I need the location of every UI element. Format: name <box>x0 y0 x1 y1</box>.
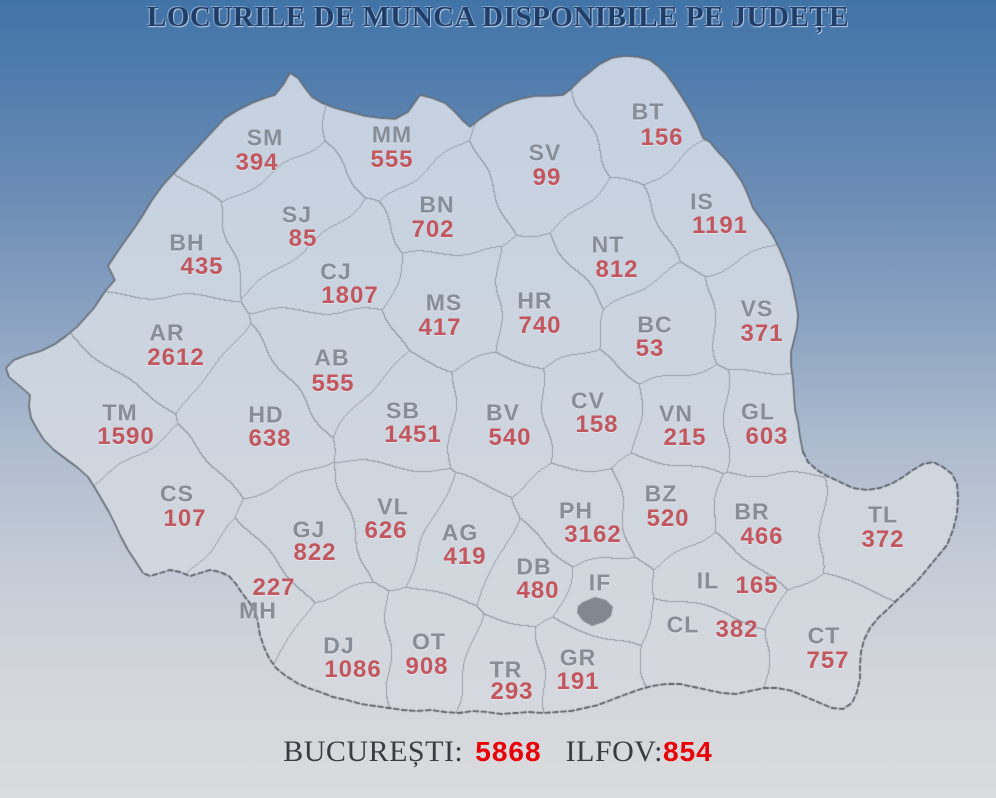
county-value-label: 107 <box>163 505 207 532</box>
county-code-label: TM <box>102 399 138 426</box>
county-value-label: 908 <box>405 653 449 680</box>
county-value-label: 191 <box>556 668 600 695</box>
county-value-label: 394 <box>235 149 279 176</box>
county-code-label: AB <box>314 344 350 371</box>
county-code-label: SV <box>528 139 562 166</box>
county-value-label: 466 <box>740 523 784 550</box>
county-code-label: OT <box>412 628 446 655</box>
county-code-label: SJ <box>281 201 313 228</box>
county-value-label: 1191 <box>691 212 749 239</box>
county-code-label: IS <box>690 188 714 215</box>
county-value-label: 165 <box>735 572 779 599</box>
county-value-label: 740 <box>518 312 562 339</box>
county-code-label: AG <box>441 519 479 546</box>
county-code-label: MM <box>371 121 413 148</box>
county-value-label: 626 <box>364 517 408 544</box>
county-value-label: 99 <box>532 164 562 191</box>
county-code-label: BT <box>631 98 665 125</box>
county-code-label: CT <box>807 622 841 649</box>
county-code-label: VL <box>377 493 409 520</box>
bucharest-label: BUCUREȘTI: <box>283 735 464 768</box>
county-code-label: TL <box>867 501 899 528</box>
county-code-label: DJ <box>323 632 355 659</box>
county-value-label: 53 <box>635 335 665 362</box>
ilfov-label: ILFOV: <box>565 735 664 768</box>
county-value-label: 215 <box>663 424 707 451</box>
county-code-label: GR <box>559 644 597 671</box>
county-code-label: BR <box>734 498 770 525</box>
county-value-label: 520 <box>646 505 690 532</box>
county-value-label: 555 <box>370 146 414 173</box>
county-code-label: GJ <box>292 516 326 543</box>
county-value-label: 638 <box>248 425 292 452</box>
county-code-label: HR <box>517 287 553 314</box>
county-code-label: NT <box>591 231 625 258</box>
county-code-label: VS <box>740 295 774 322</box>
county-value-label: 3162 <box>564 521 622 548</box>
county-value-label: 1086 <box>324 656 382 683</box>
county-value-label: 1807 <box>321 282 379 309</box>
county-value-label: 1451 <box>384 421 442 448</box>
county-value-label: 156 <box>640 124 684 151</box>
county-value-label: 382 <box>715 616 759 643</box>
page-title: LOCURILE DE MUNCA DISPONIBILE PE JUDEȚE <box>147 1 849 33</box>
county-code-label: BH <box>169 229 205 256</box>
county-value-label: 85 <box>288 225 318 252</box>
county-value-label: 757 <box>806 647 850 674</box>
county-code-label: MS <box>425 289 463 316</box>
county-code-label: SM <box>246 124 284 151</box>
county-value-label: 419 <box>443 543 487 570</box>
county-value-label: 293 <box>490 678 534 705</box>
county-value-label: 417 <box>418 314 462 341</box>
county-value-label: 435 <box>180 253 224 280</box>
county-value-label: 540 <box>488 424 532 451</box>
county-code-label: CL <box>666 611 700 638</box>
county-code-label: CJ <box>320 258 352 285</box>
ilfov-value: 854 <box>663 736 713 767</box>
county-value-label: 371 <box>740 320 784 347</box>
county-code-label: SB <box>386 397 420 424</box>
county-value-label: 822 <box>293 539 337 566</box>
county-code-label: BC <box>637 311 673 338</box>
county-code-label: BN <box>419 191 455 218</box>
county-value-label: 158 <box>575 411 619 438</box>
county-code-label: IL <box>696 567 720 594</box>
county-value-label: 702 <box>411 216 455 243</box>
county-code-label: HD <box>248 401 284 428</box>
county-code-label: IF <box>588 569 612 596</box>
county-value-label: 2612 <box>147 344 205 371</box>
county-code-label: CV <box>571 387 605 414</box>
county-code-label: BZ <box>644 480 678 507</box>
county-code-label: PH <box>559 497 593 524</box>
county-value-label: 812 <box>595 256 639 283</box>
county-code-label: CS <box>160 480 194 507</box>
county-code-label: TR <box>489 656 523 683</box>
county-value-label: 555 <box>311 370 355 397</box>
county-code-label: BV <box>486 399 520 426</box>
bucharest-value: 5868 <box>475 736 542 767</box>
county-value-label: 1590 <box>97 423 155 450</box>
county-code-label: AR <box>149 319 185 346</box>
footer-totals: BUCUREȘTI: 5868 ILFOV:854 <box>0 735 996 769</box>
county-code-label: MH <box>239 597 277 624</box>
county-value-label: 227 <box>252 574 296 601</box>
county-code-label: VN <box>659 400 693 427</box>
county-value-label: 372 <box>861 526 905 553</box>
county-code-label: DB <box>516 553 552 580</box>
county-code-label: GL <box>741 398 775 425</box>
county-value-label: 480 <box>516 577 560 604</box>
county-value-label: 603 <box>745 423 789 450</box>
